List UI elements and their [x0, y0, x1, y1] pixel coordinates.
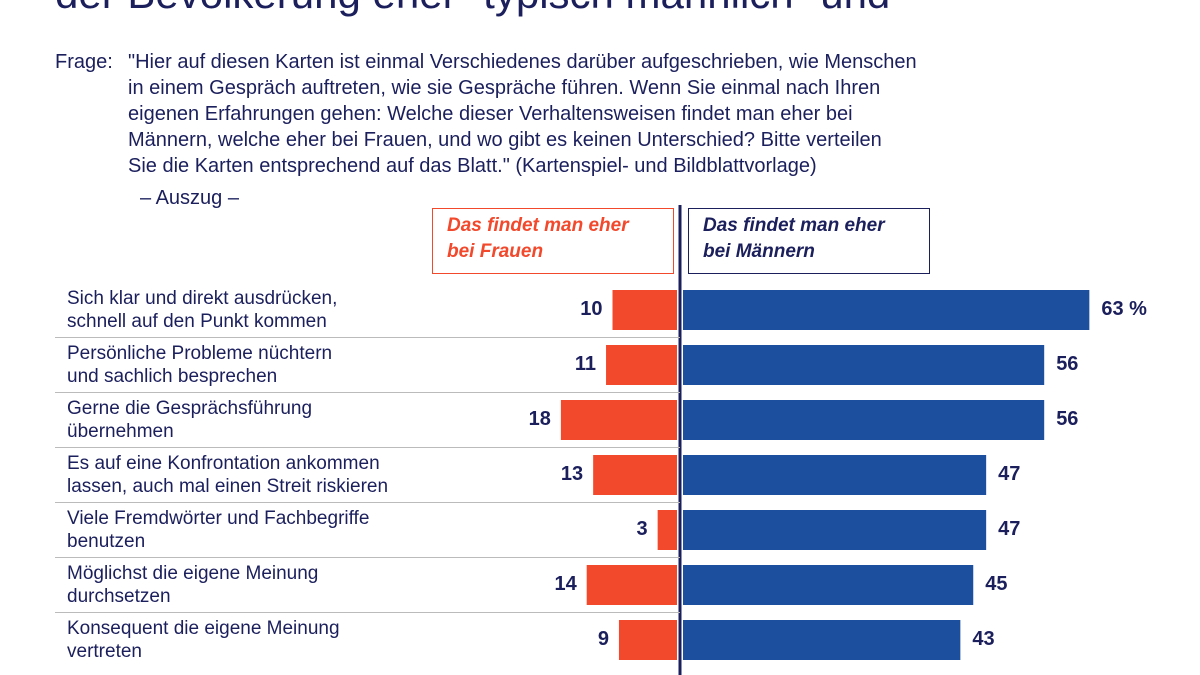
- note: – Auszug –: [140, 187, 239, 209]
- bar: [683, 565, 974, 605]
- bar: [683, 510, 987, 550]
- bar: [683, 290, 1090, 330]
- bar: [683, 620, 961, 660]
- category-label: Sich klar und direkt ausdrücken, schnell…: [67, 288, 338, 332]
- bar: [683, 455, 987, 495]
- question-line: "Hier auf diesen Karten ist einmal Versc…: [128, 51, 917, 73]
- bar: [683, 400, 1045, 440]
- bar: [560, 400, 677, 440]
- value-label: 18: [528, 408, 551, 430]
- question-label: Frage:: [55, 51, 113, 73]
- bar: [618, 620, 677, 660]
- category-label: Persönliche Probleme nüchtern und sachli…: [67, 343, 333, 387]
- value-label: 3: [636, 518, 648, 540]
- value-label: 13: [560, 463, 584, 485]
- value-label: 11: [574, 353, 597, 375]
- bar: [593, 455, 677, 495]
- bar: [683, 345, 1045, 385]
- legend-entry: Das findet man eher bei Frauen: [432, 208, 674, 274]
- category-label: Viele Fremdwörter und Fachbegriffe benut…: [67, 508, 370, 552]
- bar: [657, 510, 677, 550]
- category-label: Gerne die Gesprächsführung übernehmen: [67, 398, 313, 442]
- value-label: 56: [1056, 353, 1079, 375]
- question-line: in einem Gespräch auftreten, wie sie Ges…: [128, 77, 881, 99]
- category-label: Möglichst die eigene Meinung durchsetzen: [67, 563, 319, 607]
- value-label: 9: [597, 628, 609, 650]
- category-label: Konsequent die eigene Meinung vertreten: [67, 618, 340, 662]
- value-label: 45: [985, 573, 1008, 595]
- question-line: Sie die Karten entsprechend auf das Blat…: [128, 155, 817, 177]
- bar: [606, 345, 677, 385]
- value-label: 43: [972, 628, 995, 650]
- bar: [612, 290, 677, 330]
- question-line: Männern, welche eher bei Frauen, und wo …: [128, 129, 882, 151]
- value-label: 56: [1056, 408, 1079, 430]
- value-label: 63 %: [1101, 298, 1147, 320]
- bar: [586, 565, 677, 605]
- legend-entry: Das findet man eher bei Männern: [688, 208, 930, 274]
- value-label: 47: [998, 518, 1021, 540]
- value-label: 47: [998, 463, 1021, 485]
- category-label: Es auf eine Konfrontation ankommen lasse…: [67, 453, 389, 497]
- value-label: 14: [554, 573, 577, 595]
- chart-title: der Bevölkerung eher "typisch männlich" …: [55, 0, 890, 18]
- question-line: eigenen Erfahrungen gehen: Welche dieser…: [128, 103, 853, 125]
- value-label: 10: [580, 298, 603, 320]
